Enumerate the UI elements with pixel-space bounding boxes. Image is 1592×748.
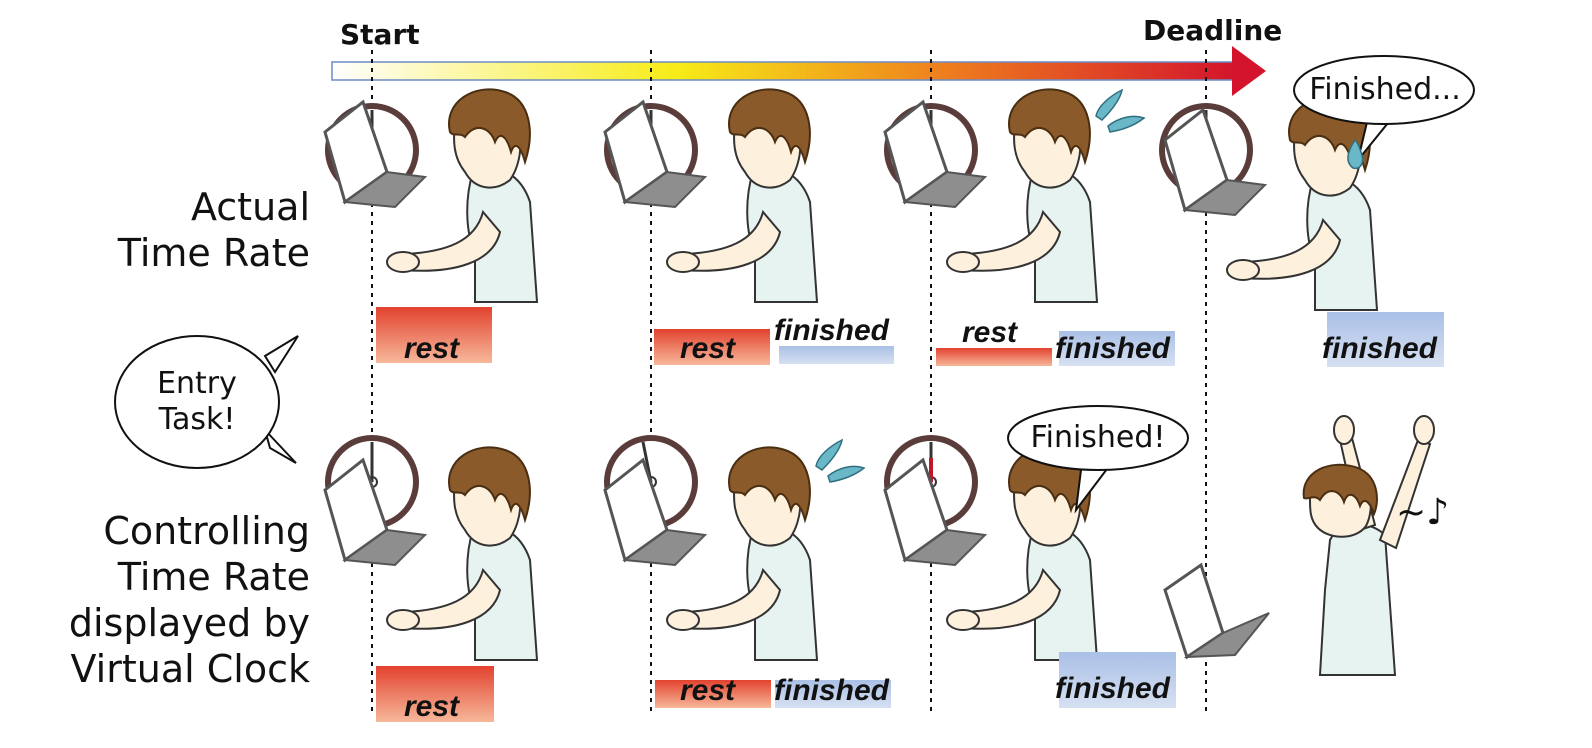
music-note: ~♪ <box>1396 492 1450 533</box>
deadline-label: Deadline <box>1143 14 1283 47</box>
bar-label-finished: finished <box>1055 332 1171 365</box>
cheering-person <box>1302 415 1435 676</box>
worker-figure <box>1163 95 1379 312</box>
bar-label-rest: rest <box>404 690 460 723</box>
sweat-drops-icon <box>815 439 865 483</box>
status-bars <box>376 307 1444 722</box>
worker-figure <box>323 445 539 662</box>
entry-task-text: Entry Task! <box>157 366 237 437</box>
bar-label-rest: rest <box>962 316 1018 349</box>
bar-label-rest: rest <box>404 332 460 365</box>
worker-figure <box>883 87 1099 304</box>
sweat-drops-icon <box>1095 89 1145 133</box>
row-label-controlling: Controlling Time Rate displayed by Virtu… <box>68 509 310 691</box>
start-label: Start <box>340 18 420 51</box>
clock-icon <box>887 438 975 526</box>
sweat-drop-icon <box>1347 138 1364 170</box>
entry-task-bubble <box>114 335 299 469</box>
bar-label-finished: finished <box>774 314 890 347</box>
worker-figure <box>603 445 819 662</box>
bar-label-finished: finished <box>1055 672 1171 705</box>
bar-label-rest: rest <box>680 674 736 707</box>
finished-exclaim-text: Finished! <box>1030 420 1166 455</box>
bar-label-rest: rest <box>680 332 736 365</box>
row-label-actual: Actual Time Rate <box>117 185 310 275</box>
finished-exclaim-bubble <box>1007 405 1189 514</box>
worker-figure <box>883 445 1099 662</box>
bar-label-finished: finished <box>1322 332 1438 365</box>
worker-figure <box>603 87 819 304</box>
laptop-icon <box>1163 562 1270 660</box>
timeline-arrow <box>331 46 1266 96</box>
worker-figure <box>323 87 539 304</box>
bar-label-finished: finished <box>774 674 890 707</box>
finished-ellipsis-bubble <box>1293 55 1475 161</box>
finished-ellipsis-text: Finished... <box>1309 72 1461 107</box>
